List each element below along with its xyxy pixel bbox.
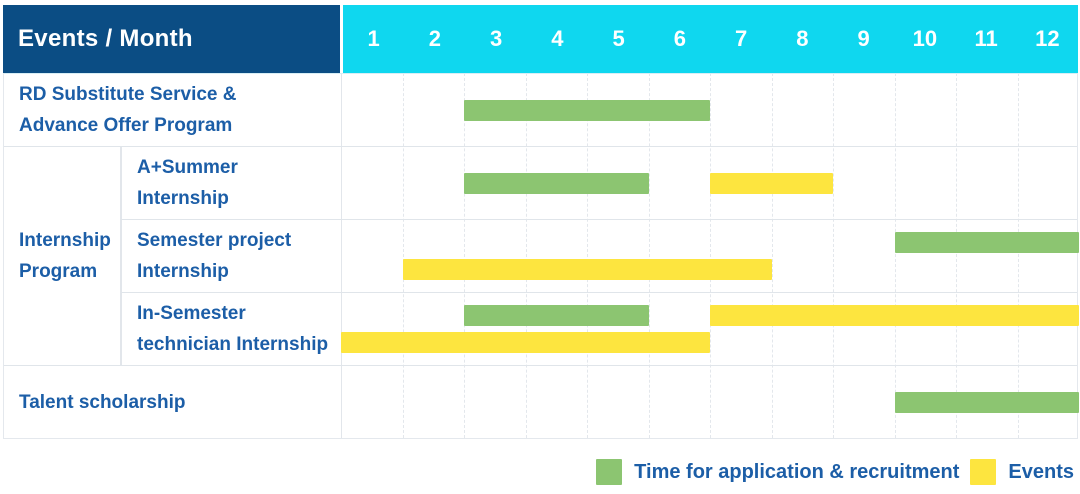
- gantt-row: Semester project Internship: [4, 219, 1079, 292]
- legend-swatch-event: [970, 459, 997, 485]
- row-sublabel: Semester project Internship: [121, 220, 341, 292]
- row-label-line: Internship: [137, 188, 229, 209]
- gantt-bar-application: [464, 305, 649, 326]
- month-header-cell: 6: [673, 26, 686, 51]
- gantt-bar-event: [710, 173, 833, 194]
- row-label: Talent scholarship: [4, 366, 341, 438]
- gantt-row: RD Substitute Service & Advance Offer Pro…: [4, 73, 1077, 146]
- events-month-header: Events / Month: [3, 5, 340, 73]
- month-header-cell: 11: [974, 26, 998, 51]
- group-cell-internship-program: Internship Program: [4, 147, 121, 365]
- gantt-bar-event: [341, 332, 710, 353]
- month-header-cell: 9: [857, 26, 870, 51]
- month-header-cell: 8: [796, 26, 809, 51]
- gantt-row: In-Semester technician Internship: [4, 292, 1079, 365]
- gantt-bar-application: [894, 392, 1079, 413]
- row-label-line: Advance Offer Program: [19, 115, 233, 136]
- month-header-cell: 2: [428, 26, 441, 51]
- bar-area: [341, 293, 1079, 365]
- table-body: RD Substitute Service & Advance Offer Pro…: [4, 73, 1079, 438]
- bar-area: [341, 147, 1079, 219]
- group-label-line: Internship: [19, 230, 111, 251]
- schedule-table: Events / Month 1 2 3 4 5 6 7 8 9 10 11 12 RD Substi…: [3, 5, 1079, 439]
- month-header-cell: 7: [735, 26, 748, 51]
- table-header: Events / Month 1 2 3 4 5 6 7 8 9 10 11 12: [3, 5, 1078, 73]
- row-label-line: RD Substitute Service &: [19, 84, 237, 105]
- legend-item-application: Time for application & recruitment: [596, 459, 959, 485]
- month-header-cell: 3: [490, 26, 503, 51]
- row-label-line: In-Semester: [137, 303, 246, 324]
- row-label-line: technician Internship: [137, 334, 329, 355]
- gantt-bar-application: [894, 232, 1079, 253]
- month-header-row: 1 2 3 4 5 6 7 8 9 10 11 12: [340, 5, 1078, 73]
- row-sublabel: A+Summer Internship: [121, 147, 341, 219]
- row-sublabel: In-Semester technician Internship: [121, 293, 341, 365]
- legend-label: Events: [1008, 460, 1074, 483]
- row-label-line: Semester project: [137, 230, 292, 251]
- legend-label: Time for application & recruitment: [634, 460, 960, 483]
- bar-area: [341, 74, 1079, 146]
- row-label-line: A+Summer: [137, 157, 238, 178]
- month-header-cell: 5: [612, 26, 625, 51]
- month-header-cell: 1: [367, 26, 380, 51]
- month-header-cell: 10: [912, 26, 938, 51]
- gantt-bar-application: [464, 173, 649, 194]
- gantt-row: A+Summer Internship: [4, 146, 1077, 219]
- gantt-row: Talent scholarship: [4, 365, 1079, 438]
- month-header-cell: 12: [1035, 26, 1060, 51]
- legend-swatch-application: [596, 459, 623, 485]
- gantt-bar-application: [464, 100, 710, 121]
- row-label-line: Internship: [137, 261, 229, 282]
- gantt-bar-event: [402, 259, 772, 280]
- row-label-line: Talent scholarship: [19, 391, 186, 413]
- legend-item-event: Events: [970, 459, 1074, 485]
- legend: Time for application & recruitment Events: [596, 458, 1074, 486]
- bar-area: [341, 220, 1079, 292]
- gantt-bar-event: [710, 305, 1079, 326]
- row-label: RD Substitute Service & Advance Offer Pro…: [4, 74, 341, 146]
- bar-area: [341, 366, 1079, 438]
- group-label-line: Program: [19, 261, 98, 282]
- month-header-cell: 4: [551, 26, 564, 51]
